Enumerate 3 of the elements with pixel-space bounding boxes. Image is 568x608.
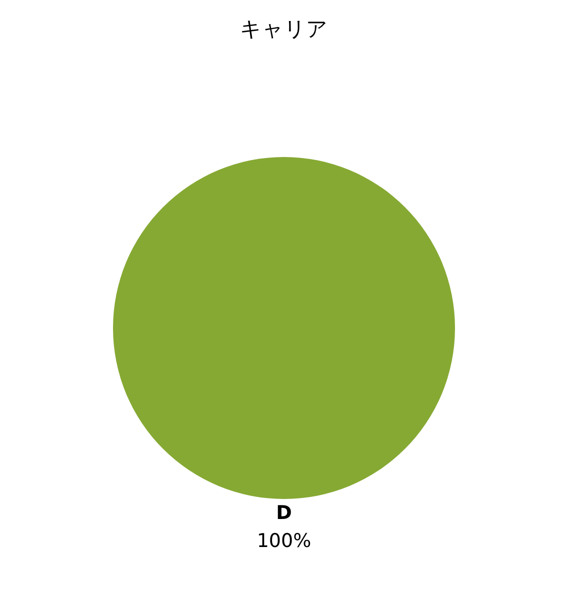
- data-label: 100%: [256, 530, 312, 552]
- chart-title: キャリア: [240, 17, 328, 41]
- slice-label: D: [276, 502, 292, 524]
